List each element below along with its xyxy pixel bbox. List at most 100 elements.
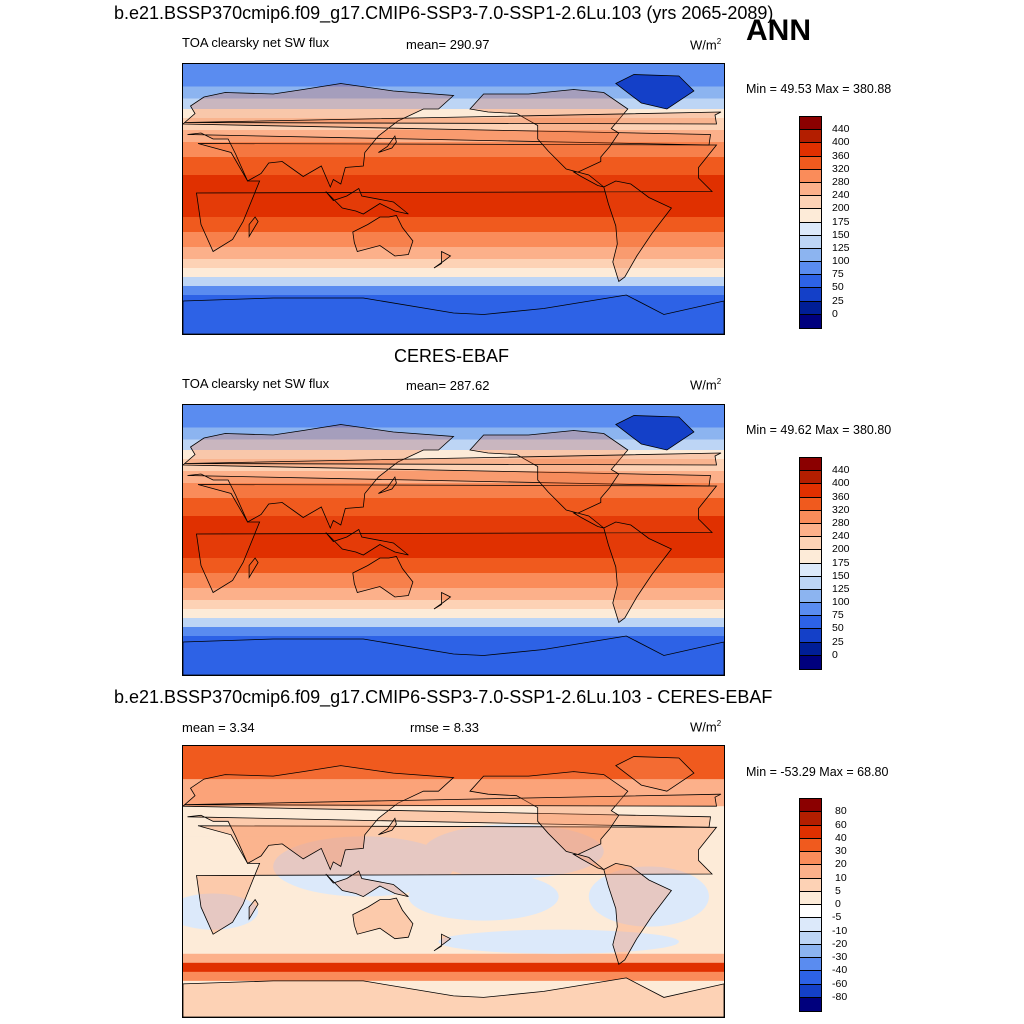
landmass-madagascar — [248, 898, 259, 921]
colorbar-tick-label: 320 — [832, 503, 850, 516]
colorbar-tick-label: 75 — [832, 268, 844, 281]
latitude-band — [183, 573, 724, 589]
colorbar-tick-label: 400 — [832, 477, 850, 490]
landmass-namerica — [469, 430, 629, 529]
colorbar-tick-label: 280 — [832, 175, 850, 188]
latitude-band — [183, 157, 724, 176]
landmass-eurasia — [183, 765, 711, 871]
latitude-band — [183, 516, 724, 559]
latitude-band — [183, 232, 724, 248]
anomaly-patch — [273, 836, 454, 897]
colorbar-tick-label: -10 — [832, 924, 848, 937]
latitude-band — [183, 498, 724, 517]
colorbar-tick-label: 400 — [832, 136, 850, 149]
colorbar-tick-label: 50 — [832, 281, 844, 294]
map-canvas — [183, 405, 724, 675]
colorbar-tick-label: 5 — [835, 884, 841, 897]
latitude-band — [183, 609, 724, 619]
colorbar-tick-label: 440 — [832, 123, 850, 136]
latitude-band — [183, 286, 724, 296]
latitude-band — [183, 953, 724, 964]
landmass-japan — [378, 476, 397, 494]
latitude-band — [183, 86, 724, 99]
landmass-samerica — [603, 521, 673, 624]
colorbar-tick-label: 100 — [832, 255, 850, 268]
landmass-madagascar — [248, 557, 259, 579]
colorbar-tick-label: 150 — [832, 228, 850, 241]
colorbar-tick-label: 0 — [832, 648, 838, 661]
colorbar-tick-label: -40 — [832, 964, 848, 977]
colorbar-tick-label: 75 — [832, 609, 844, 622]
colorbar-tick-label: 200 — [832, 543, 850, 556]
latitude-band — [183, 439, 724, 451]
panel-2-colorbar — [799, 457, 822, 670]
landmass-nz — [433, 591, 452, 610]
panel-2-mean: mean= 287.62 — [406, 378, 490, 393]
latitude-band — [183, 588, 724, 601]
landmass-samerica — [603, 180, 673, 283]
landmass-indonesia — [325, 187, 409, 215]
colorbar-tick-label: 25 — [832, 635, 844, 648]
landmass-nz — [433, 250, 452, 269]
panel-3-minmax: Min = -53.29 Max = 68.80 — [746, 765, 889, 779]
colorbar-tick-label: 20 — [835, 858, 847, 871]
latitude-band — [183, 779, 724, 807]
colorbar-tick-label: 125 — [832, 241, 850, 254]
anomaly-patch — [423, 824, 604, 879]
latitude-band — [183, 471, 724, 484]
latitude-band — [183, 64, 724, 87]
panel-1-units: W/m2 — [690, 37, 722, 53]
season-label: ANN — [746, 14, 811, 47]
landmass-africa — [196, 143, 718, 253]
latitude-band — [183, 971, 724, 982]
latitude-band — [183, 268, 724, 278]
landmass-madagascar — [248, 216, 259, 238]
anomaly-patch — [438, 929, 679, 954]
landmass-antarctica — [183, 635, 724, 675]
colorbar-tick-label: 25 — [832, 294, 844, 307]
panel-1-colorbar — [799, 116, 822, 329]
landmass-australia — [352, 897, 414, 940]
landmass-eurasia — [183, 424, 711, 530]
panel-3-units: W/m2 — [690, 719, 722, 735]
landmass-greenland — [615, 415, 695, 451]
colorbar-tick-label: 100 — [832, 596, 850, 609]
panel-3-colorbar — [799, 798, 822, 1012]
colorbar-tick-label: 40 — [835, 831, 847, 844]
panel-3-map — [182, 745, 725, 1018]
landmass-australia — [352, 556, 414, 598]
panel-2-title: CERES-EBAF — [394, 346, 510, 366]
latitude-band — [183, 558, 724, 574]
latitude-band — [183, 746, 724, 780]
latitude-band — [183, 109, 724, 119]
landmass-japan — [378, 817, 397, 836]
latitude-band — [183, 405, 724, 428]
main-title: b.e21.BSSP370cmip6.f09_g17.CMIP6-SSP3-7.… — [114, 3, 774, 23]
anomaly-patch — [588, 866, 709, 927]
colorbar-tick-label: -60 — [832, 977, 848, 990]
latitude-band — [183, 962, 724, 973]
landmass-japan — [378, 135, 397, 153]
latitude-band — [183, 600, 724, 610]
landmass-uk — [184, 111, 722, 125]
latitude-band — [183, 627, 724, 637]
landmass-uk — [184, 793, 722, 807]
colorbar-tick-label: 30 — [835, 845, 847, 857]
colorbar-tick-label: 125 — [832, 582, 850, 595]
latitude-band — [183, 259, 724, 269]
colorbar-tick-label: 60 — [835, 818, 847, 831]
colorbar-tick-label: 440 — [832, 464, 850, 477]
latitude-band — [183, 459, 724, 472]
colorbar-tick-label: 0 — [832, 307, 838, 320]
panel-3-rmse: rmse = 8.33 — [410, 720, 480, 735]
map-canvas — [183, 64, 724, 334]
landmass-antarctica — [183, 977, 724, 1017]
latitude-band — [183, 142, 724, 158]
panel-2-map — [182, 404, 725, 676]
landmass-uk — [184, 452, 722, 466]
panel-2-variable: TOA clearsky net SW flux — [182, 376, 330, 391]
colorbar-tick-label: 175 — [832, 556, 850, 569]
colorbar-tick-label: 280 — [832, 516, 850, 529]
colorbar-tick-label: 320 — [832, 162, 850, 175]
landmass-antarctica — [183, 294, 724, 334]
